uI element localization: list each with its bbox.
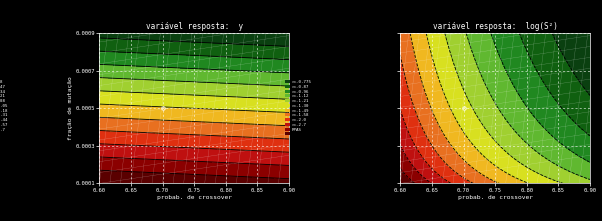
Y-axis label: fração de mutação: fração de mutação xyxy=(68,76,73,140)
Legend: >=0.8, >=0.47, >=0.34, >=0.21, >=0.08, >=-0.05, >=-0.18, >=-0.31, >=-0.44, >=-0.: >=0.8, >=0.47, >=0.34, >=0.21, >=0.08, >… xyxy=(0,80,8,136)
Title: variável resposta:  y: variável resposta: y xyxy=(146,22,243,31)
X-axis label: probab. de crossover: probab. de crossover xyxy=(157,195,232,200)
X-axis label: probab. de crossover: probab. de crossover xyxy=(458,195,533,200)
Title: variável resposta:  log(S²): variável resposta: log(S²) xyxy=(433,22,557,31)
Legend: >=-0.775, >=-0.87, >=-0.96, >=-1.12, >=-1.21, >=-1.30, >=-1.49, >=-1.58, >=-2.0,: >=-0.775, >=-0.87, >=-0.96, >=-1.12, >=-… xyxy=(285,80,311,136)
